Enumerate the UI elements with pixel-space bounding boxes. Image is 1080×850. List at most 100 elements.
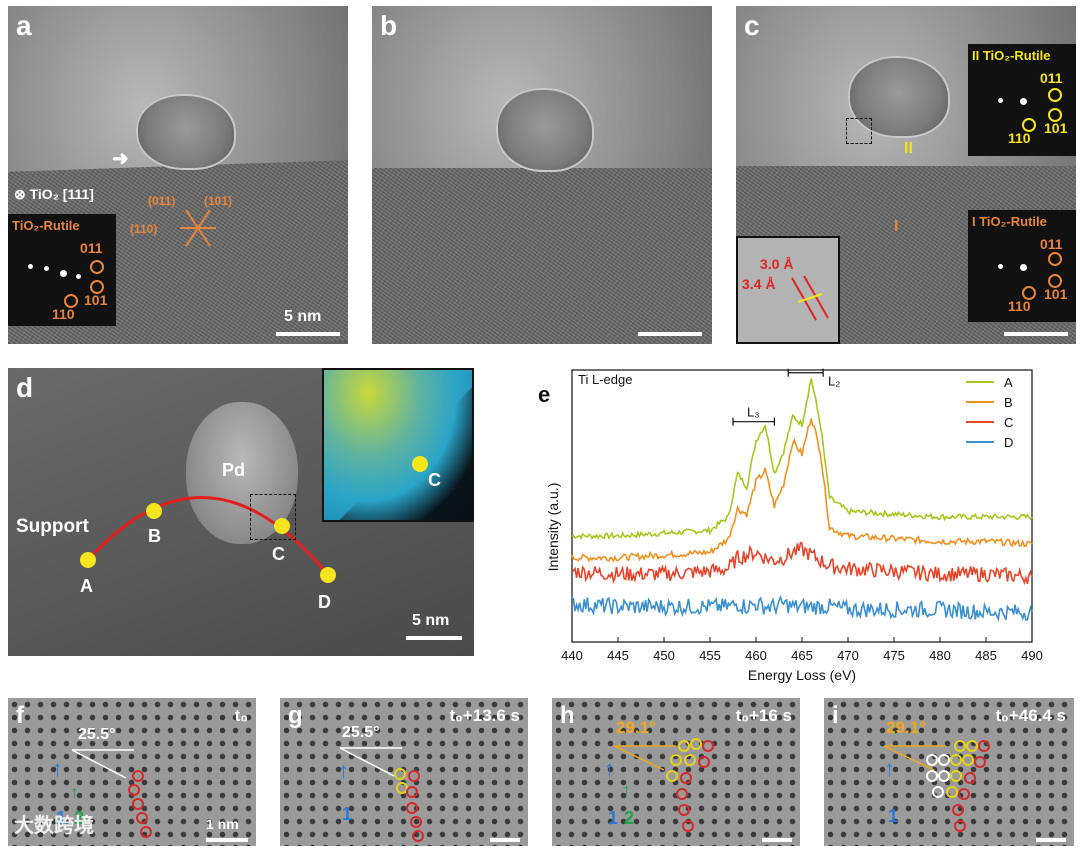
fft-spot-label: 110 <box>1008 298 1031 314</box>
plane-label-110: (110) <box>130 222 158 236</box>
time-label: t₀+13.6 s <box>449 706 520 725</box>
fft-spot <box>28 264 33 269</box>
arrow-1-label: 1 <box>608 808 619 828</box>
atom-markers <box>926 740 990 832</box>
panel-label-g: g <box>288 702 303 729</box>
panel-label-b: b <box>380 10 398 41</box>
zone-axis-label: ⊗ TiO₂ [111] <box>14 186 94 202</box>
edge-label-l2: L₂ <box>828 374 840 389</box>
inset-point-c-marker <box>412 456 428 472</box>
scale-bar <box>762 838 792 842</box>
arrow-2-icon: ↑ <box>70 782 79 802</box>
panel-f: f t₀ 25.5° ↑ 1 ↑ 2 1 nm 大数跨境 <box>8 698 256 846</box>
panel-i: i t₀+46.4 s 29.1° ↑ 1 <box>824 698 1074 846</box>
arrow-1-label: 1 <box>342 804 353 824</box>
panel-e: e Ti L-edge Intensity (a.u.) Energy Loss… <box>486 362 1076 692</box>
support-label: Support <box>16 516 89 537</box>
point-b-label: B <box>148 526 161 546</box>
fft-spot <box>1020 98 1027 105</box>
arrow-1-icon: ↑ <box>884 756 895 781</box>
point-a-marker <box>80 552 96 568</box>
x-tick-label: 480 <box>929 648 951 663</box>
facet-angle-icon <box>339 747 402 777</box>
fft-spot <box>76 274 81 279</box>
selection-box <box>250 494 296 540</box>
x-tick-label: 465 <box>791 648 813 663</box>
arrow-1-label: 1 <box>56 808 67 828</box>
atom-markers <box>128 770 152 838</box>
region-I-label: I <box>894 218 899 235</box>
fft-spot-label: 101 <box>1044 286 1068 302</box>
fft-title: II TiO₂-Rutile <box>972 48 1051 63</box>
scale-bar <box>638 332 702 336</box>
fft-ring <box>90 280 104 294</box>
panel-label-a: a <box>16 10 32 41</box>
series-line-A <box>571 378 1033 541</box>
fft-spot-label: 110 <box>1008 130 1031 146</box>
x-tick-label: 440 <box>561 648 583 663</box>
fft-inset-a: TiO₂-Rutile 011 101 110 <box>8 214 116 326</box>
plane-label-101: (101) <box>204 194 233 208</box>
scale-bar-label: 5 nm <box>412 612 450 629</box>
region-II-label: II <box>904 140 913 157</box>
chart-title: Ti L-edge <box>578 372 632 387</box>
facet-angle-icon <box>613 745 676 771</box>
point-d-marker <box>320 567 336 583</box>
panel-a: a ➜ ⊗ TiO₂ [111] (011) (101) (110) TiO₂-… <box>8 6 348 344</box>
panel-d: d Support Pd A B C D C 5 nm <box>8 368 474 656</box>
panel-g: g t₀+13.6 s 25.5° ↑ 1 <box>280 698 528 846</box>
scale-bar <box>406 636 462 640</box>
facet-angle-icon <box>71 749 134 779</box>
plane-label-011: (011) <box>148 194 176 208</box>
arrow-2-label: 2 <box>74 808 85 828</box>
legend-label-C: C <box>1004 415 1013 430</box>
panel-b: b <box>372 6 712 344</box>
time-label: t₀+46.4 s <box>995 706 1066 725</box>
series-line-B <box>571 418 1033 563</box>
fft-spot <box>1020 264 1027 271</box>
series-line-C <box>571 541 1033 586</box>
point-c-marker <box>274 518 290 534</box>
series-line-D <box>571 594 1033 623</box>
panel-c: c II I II TiO₂-Rutile 011 101 110 I TiO₂… <box>736 6 1076 344</box>
x-tick-label: 485 <box>975 648 997 663</box>
arrow-icon: ➜ <box>112 148 129 170</box>
fft-ring <box>64 294 78 308</box>
x-axis-label: Energy Loss (eV) <box>748 667 856 683</box>
angle-label: 29.1° <box>616 718 656 737</box>
arrow-1-icon: ↑ <box>604 756 615 781</box>
time-label: t₀ <box>234 706 248 725</box>
edge-label-l3: L₃ <box>747 405 760 420</box>
scale-bar <box>206 838 248 842</box>
atom-markers <box>394 768 424 842</box>
angle-label: 25.5° <box>342 724 380 741</box>
watermark: 大数跨境 <box>14 815 94 837</box>
scale-bar-label: 1 nm <box>206 816 239 832</box>
legend-label-B: B <box>1004 395 1013 410</box>
fft-spot-label: 101 <box>1044 120 1068 136</box>
fft-spot-label: 011 <box>1040 236 1063 252</box>
fft-spot-label: 101 <box>84 292 108 308</box>
plane-overlay-icon <box>180 209 216 247</box>
eels-chart: e Ti L-edge Intensity (a.u.) Energy Loss… <box>538 368 1043 683</box>
point-c-label: C <box>272 544 285 564</box>
x-tick-label: 455 <box>699 648 721 663</box>
line-scan-arc <box>86 496 330 576</box>
pd-particle <box>848 56 950 138</box>
angle-label: 25.5° <box>78 726 116 743</box>
fft-spot <box>998 264 1003 269</box>
pd-label: Pd <box>222 460 246 480</box>
arrow-1-icon: ↑ <box>52 756 63 781</box>
facet-angle-icon <box>883 745 946 771</box>
scale-bar <box>1004 332 1068 336</box>
panel-label-h: h <box>560 702 575 729</box>
legend-label-A: A <box>1004 375 1013 390</box>
panel-label-d: d <box>16 372 34 403</box>
fft-ring <box>1048 274 1062 288</box>
panel-h: h t₀+16 s 29.1° ↑ 1 ↑ 2 <box>552 698 800 846</box>
spacing-label-3-0: 3.0 Å <box>760 256 794 272</box>
fft-ring <box>1022 118 1036 132</box>
atom-markers <box>666 738 714 832</box>
fft-spot <box>44 266 49 271</box>
panel-label-c: c <box>744 10 760 41</box>
